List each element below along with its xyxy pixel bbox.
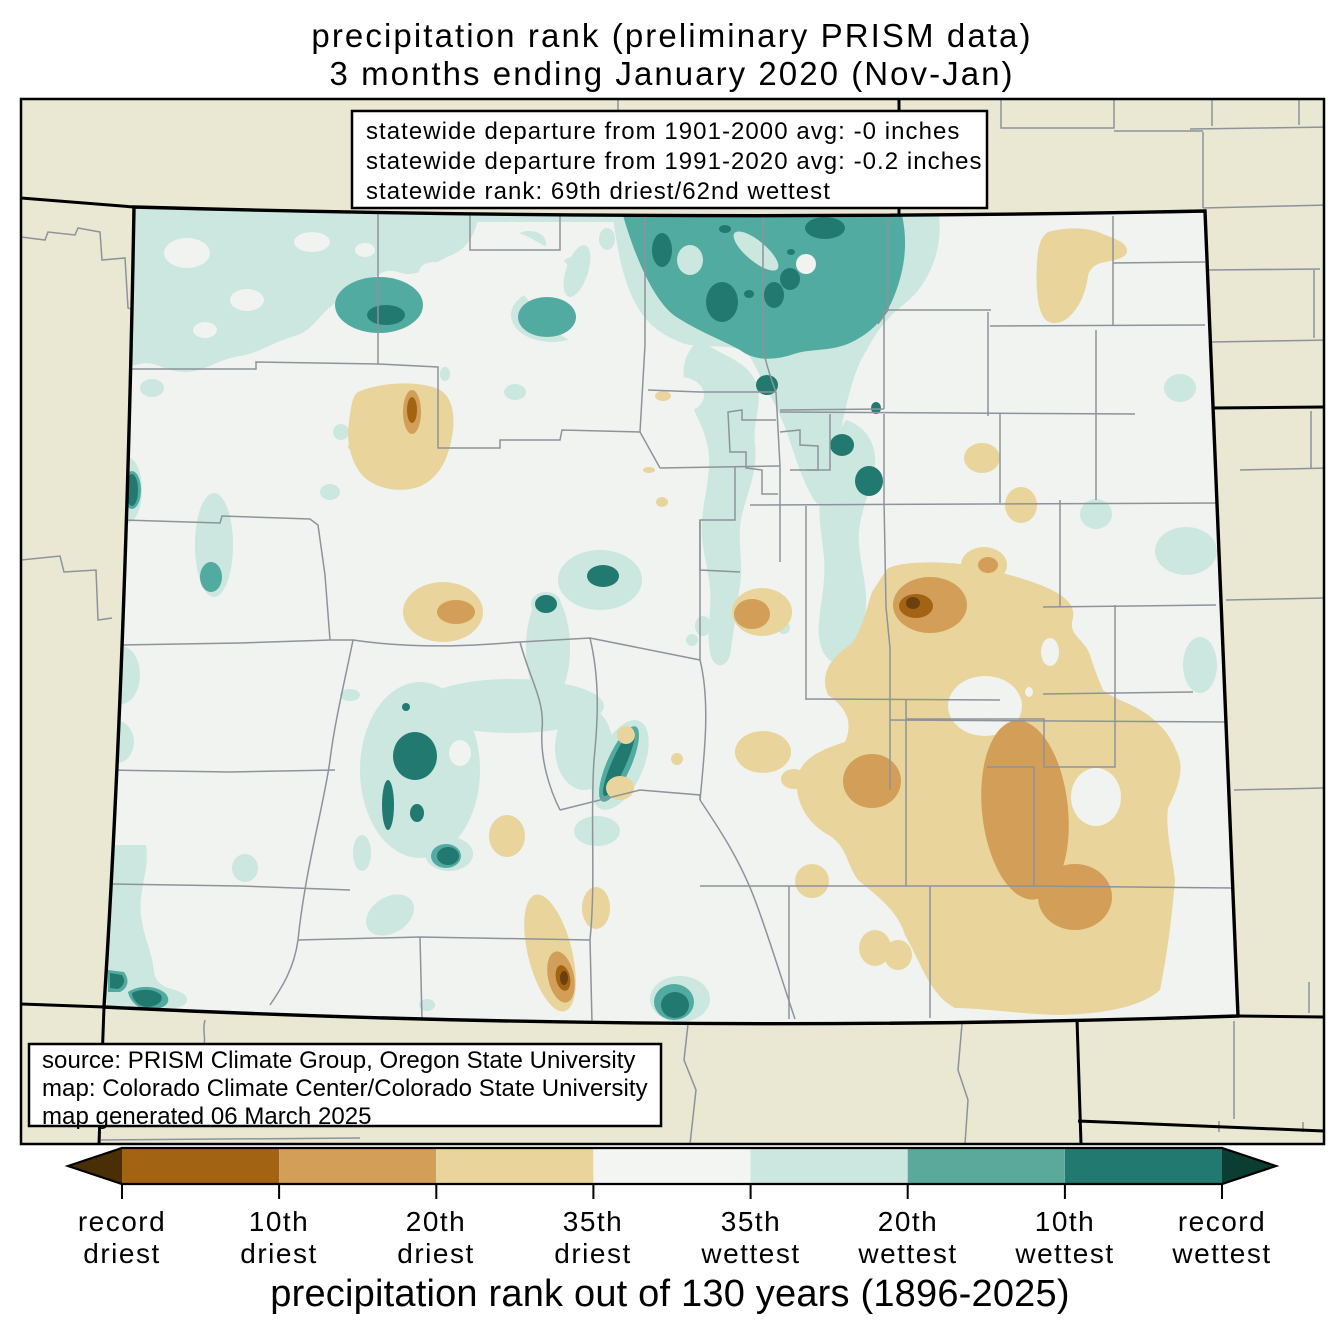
- svg-text:driest: driest: [240, 1238, 317, 1269]
- svg-text:wettest: wettest: [700, 1238, 800, 1269]
- svg-text:wettest: wettest: [1171, 1238, 1271, 1269]
- svg-text:statewide departure from 1991-: statewide departure from 1991-2020 avg: …: [366, 148, 983, 175]
- svg-text:10th: 10th: [1035, 1206, 1096, 1237]
- svg-text:10th: 10th: [249, 1206, 310, 1237]
- svg-text:statewide rank: 69th driest/62: statewide rank: 69th driest/62nd wettest: [366, 178, 831, 205]
- svg-text:20th: 20th: [406, 1206, 467, 1237]
- svg-text:driest: driest: [554, 1238, 631, 1269]
- svg-text:record: record: [1178, 1206, 1266, 1237]
- svg-text:wettest: wettest: [1014, 1238, 1114, 1269]
- svg-text:precipitation rank (preliminar: precipitation rank (preliminary PRISM da…: [311, 17, 1032, 54]
- svg-text:source: PRISM Climate Group, O: source: PRISM Climate Group, Oregon Stat…: [42, 1047, 635, 1074]
- svg-text:3 months ending January 2020 (: 3 months ending January 2020 (Nov-Jan): [329, 55, 1014, 92]
- svg-text:35th: 35th: [721, 1206, 782, 1237]
- svg-text:record: record: [78, 1206, 166, 1237]
- svg-text:driest: driest: [397, 1238, 474, 1269]
- svg-text:statewide departure from 1901-: statewide departure from 1901-2000 avg: …: [366, 118, 960, 145]
- svg-text:wettest: wettest: [857, 1238, 957, 1269]
- svg-text:map generated 06 March 2025: map generated 06 March 2025: [42, 1103, 372, 1130]
- svg-text:20th: 20th: [878, 1206, 939, 1237]
- svg-text:precipitation rank out of 130: precipitation rank out of 130 years (189…: [270, 1273, 1069, 1315]
- svg-text:driest: driest: [83, 1238, 160, 1269]
- svg-text:map: Colorado Climate Center/C: map: Colorado Climate Center/Colorado St…: [42, 1075, 648, 1102]
- svg-text:35th: 35th: [563, 1206, 624, 1237]
